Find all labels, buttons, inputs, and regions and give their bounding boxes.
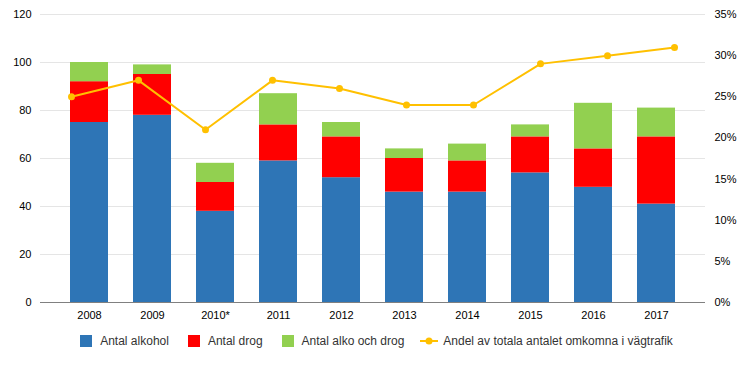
svg-text:30%: 30% [715, 49, 737, 61]
svg-text:35%: 35% [715, 8, 737, 20]
svg-text:10%: 10% [715, 214, 737, 226]
svg-text:2014: 2014 [455, 309, 479, 321]
svg-text:2015: 2015 [518, 309, 542, 321]
svg-text:5%: 5% [715, 255, 731, 267]
svg-text:2013: 2013 [392, 309, 416, 321]
svg-text:2008: 2008 [77, 309, 101, 321]
svg-text:2016: 2016 [581, 309, 605, 321]
html-text:Antal alkohol: Antal alkohol [100, 334, 169, 348]
html-text:Antal alko och drog: Antal alko och drog [301, 334, 405, 348]
svg-text:0%: 0% [715, 296, 731, 308]
html-text:Antal drog: Antal drog [207, 334, 263, 348]
svg-text:40: 40 [19, 200, 31, 212]
svg-text:2011: 2011 [267, 309, 291, 321]
svg-text:20: 20 [19, 248, 31, 260]
svg-text:15%: 15% [715, 173, 737, 185]
svg-text:20%: 20% [715, 131, 737, 143]
svg-text:2012: 2012 [329, 309, 353, 321]
svg-text:25%: 25% [715, 90, 737, 102]
svg-text:2009: 2009 [140, 309, 164, 321]
svg-text:80: 80 [19, 104, 31, 116]
svg-text:0: 0 [25, 296, 31, 308]
svg-text:60: 60 [19, 152, 31, 164]
svg-text:120: 120 [13, 8, 31, 20]
svg-text:2017: 2017 [644, 309, 668, 321]
svg-text:100: 100 [13, 56, 31, 68]
html-text:Andel av totala antalet omkomn: Andel av totala antalet omkomna i vägtra… [443, 334, 673, 348]
svg-text:2010*: 2010* [201, 309, 230, 321]
